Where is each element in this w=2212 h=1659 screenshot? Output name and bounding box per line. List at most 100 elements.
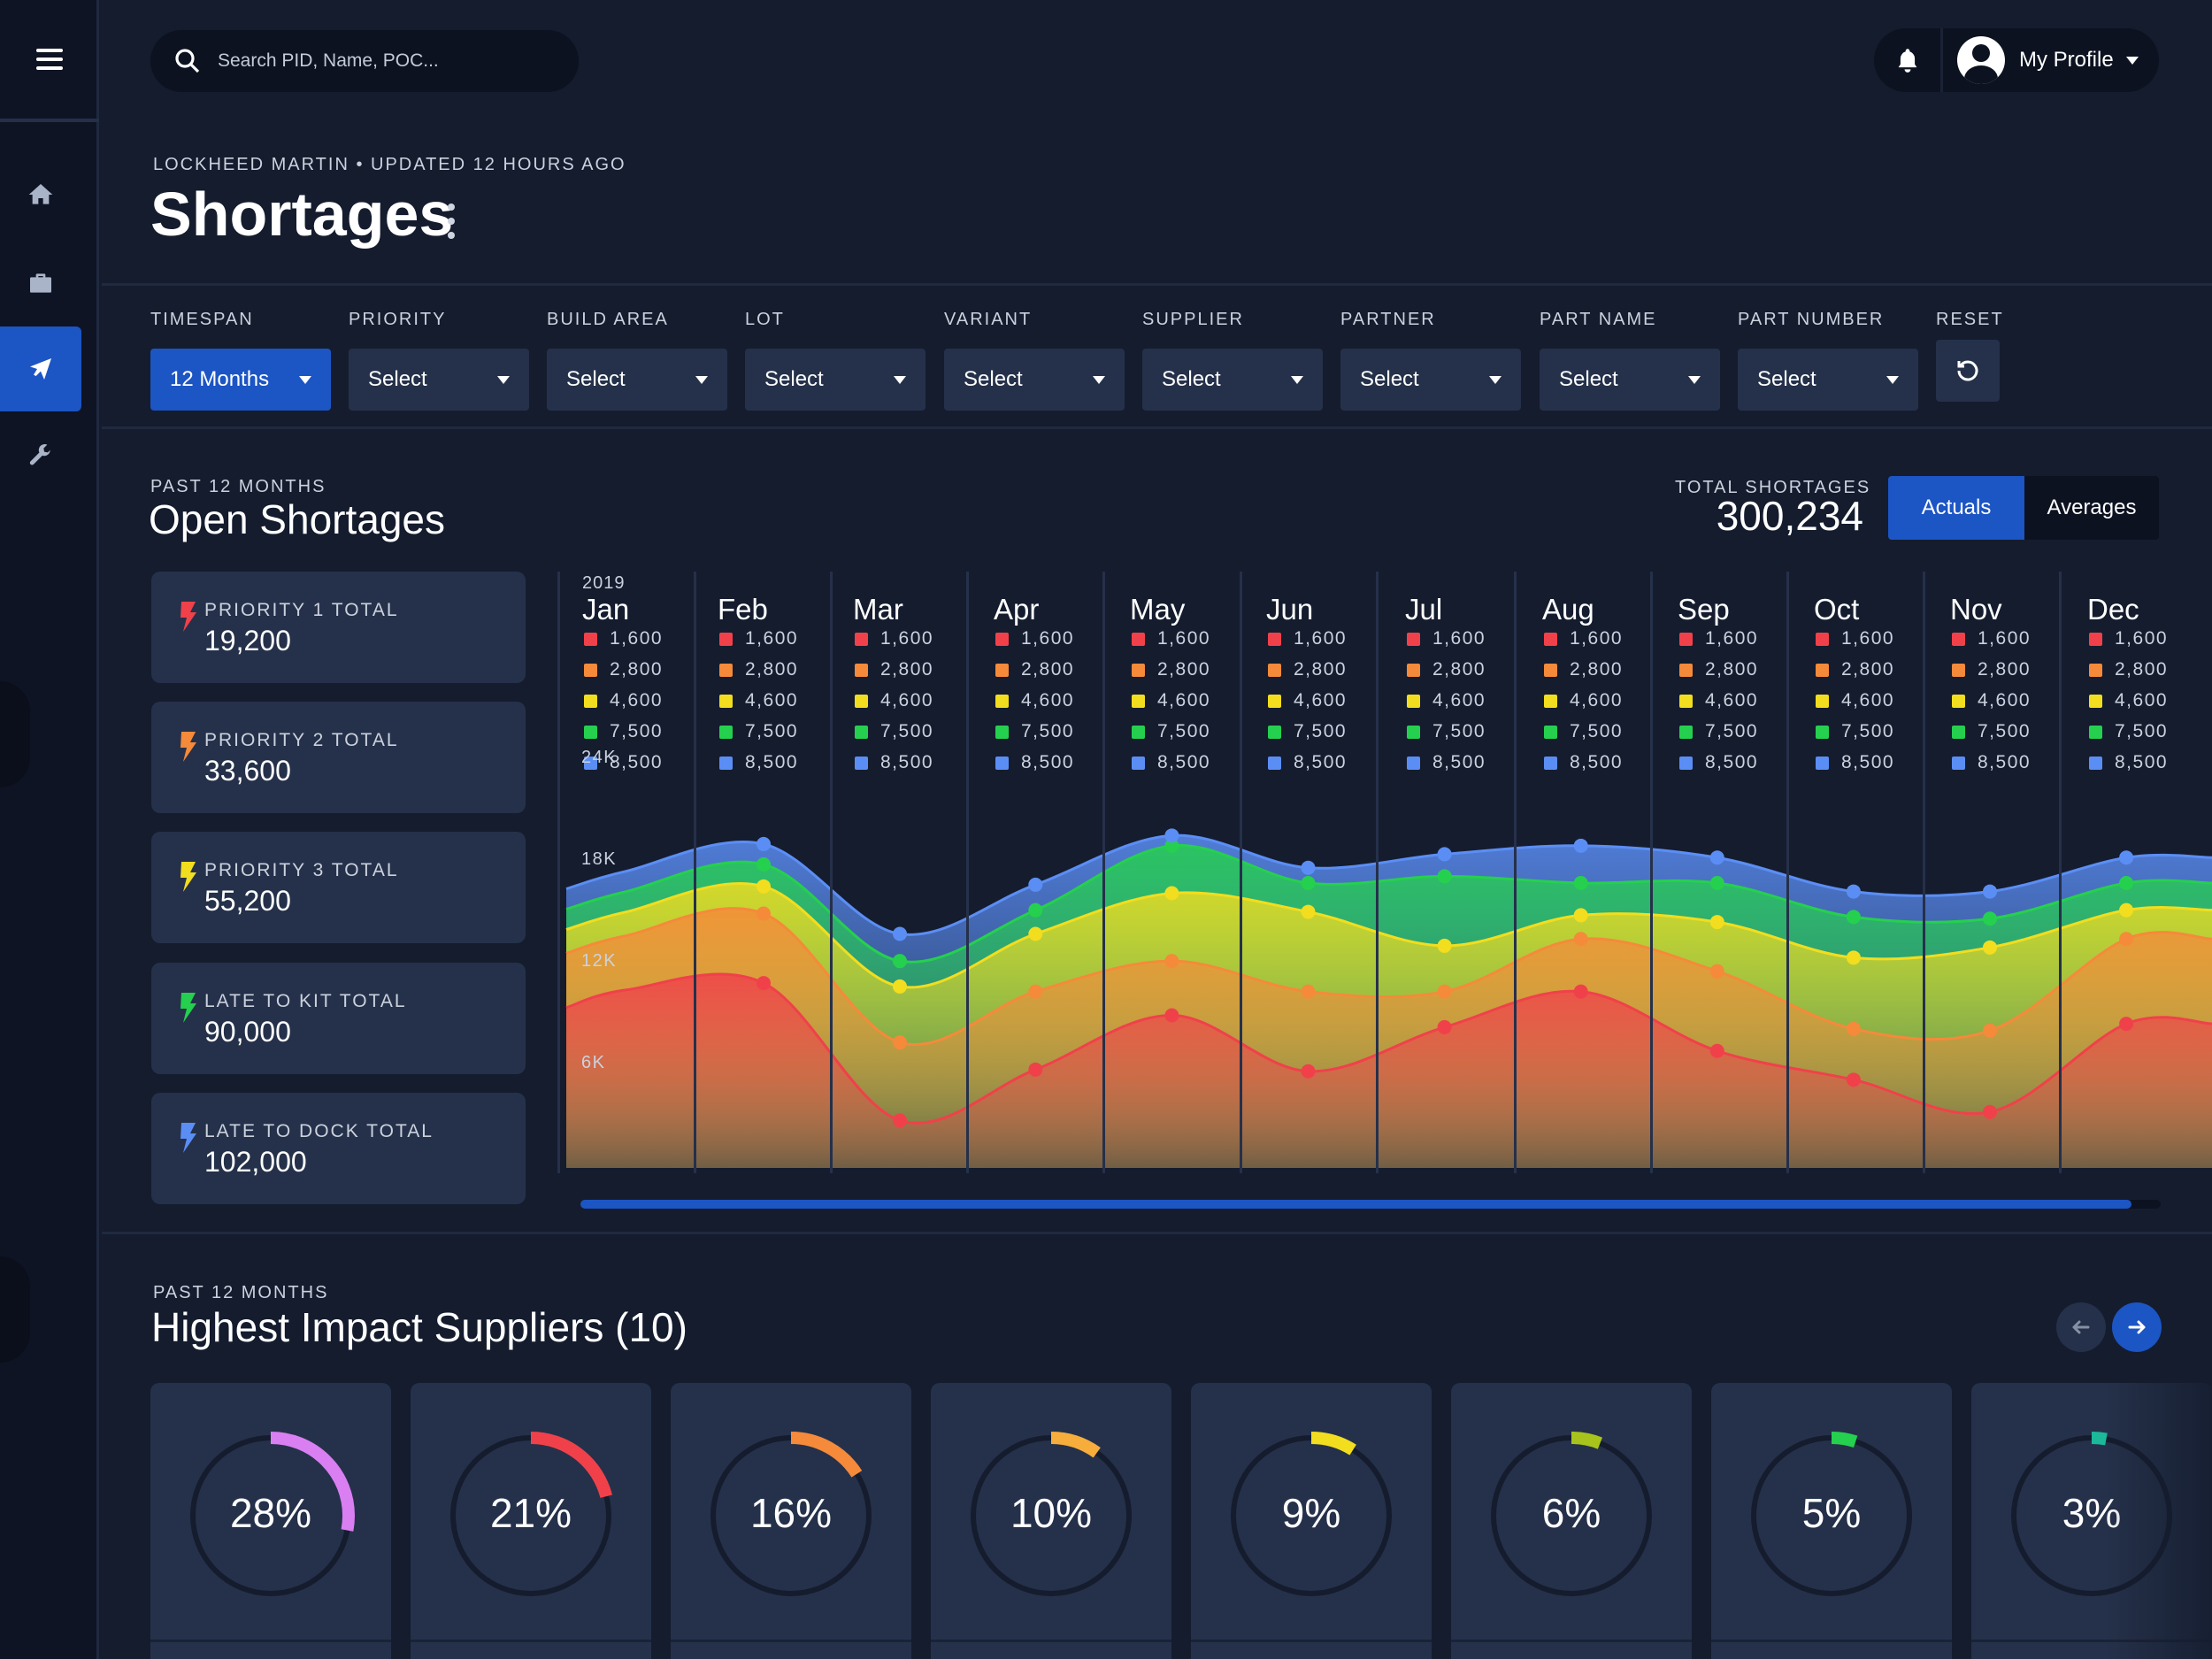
kpi-card[interactable]: PRIORITY 2 TOTAL 33,600	[151, 702, 526, 813]
data-point[interactable]	[1983, 884, 1997, 899]
month-breakdown-row: 1,600	[1816, 628, 1894, 649]
data-point[interactable]	[1301, 860, 1316, 875]
data-point[interactable]	[1709, 876, 1724, 890]
supplier-card[interactable]: 28%	[150, 1383, 391, 1659]
data-point[interactable]	[2119, 932, 2134, 947]
averages-button[interactable]: Averages	[2024, 476, 2159, 540]
data-point[interactable]	[1301, 904, 1316, 919]
filter-dropdown[interactable]: 12 Months	[150, 349, 331, 411]
nav-home[interactable]	[0, 152, 81, 237]
kpi-card[interactable]: PRIORITY 3 TOTAL 55,200	[151, 832, 526, 943]
data-point[interactable]	[757, 906, 771, 921]
supplier-card[interactable]: 9%	[1191, 1383, 1432, 1659]
filter-dropdown[interactable]: Select	[745, 349, 926, 411]
filter-dropdown[interactable]: Select	[1340, 349, 1521, 411]
previous-button[interactable]	[2056, 1302, 2106, 1352]
data-point[interactable]	[1437, 938, 1452, 953]
notifications-button[interactable]	[1874, 28, 1943, 92]
data-point[interactable]	[1301, 876, 1316, 890]
data-point[interactable]	[757, 836, 771, 851]
filter-value: Select	[1162, 367, 1221, 391]
data-point[interactable]	[893, 954, 907, 969]
nav-jet[interactable]	[0, 326, 81, 411]
data-point[interactable]	[1164, 1008, 1179, 1023]
data-point[interactable]	[1846, 1021, 1861, 1036]
reset-button[interactable]	[1936, 340, 2000, 402]
data-point[interactable]	[2119, 850, 2134, 865]
supplier-card[interactable]: 16%	[671, 1383, 911, 1659]
data-point[interactable]	[1846, 950, 1861, 965]
data-point[interactable]	[1301, 984, 1316, 999]
data-point[interactable]	[1573, 984, 1588, 999]
data-point[interactable]	[1709, 1043, 1724, 1058]
profile-menu[interactable]: My Profile	[1947, 28, 2159, 92]
data-point[interactable]	[1437, 847, 1452, 862]
data-point[interactable]	[1846, 884, 1861, 899]
breakdown-value: 4,600	[1157, 690, 1211, 710]
data-point[interactable]	[2119, 1017, 2134, 1032]
kpi-card[interactable]: PRIORITY 1 TOTAL 19,200	[151, 572, 526, 683]
data-point[interactable]	[1983, 911, 1997, 926]
data-point[interactable]	[893, 1113, 907, 1128]
data-point[interactable]	[1846, 1072, 1861, 1087]
data-point[interactable]	[1437, 869, 1452, 884]
filter-dropdown[interactable]: Select	[1738, 349, 1918, 411]
data-point[interactable]	[893, 926, 907, 941]
data-point[interactable]	[1028, 926, 1043, 941]
supplier-card[interactable]: 6%	[1451, 1383, 1692, 1659]
data-point[interactable]	[2119, 902, 2134, 918]
menu-button[interactable]	[0, 0, 99, 122]
filter-dropdown[interactable]: Select	[1540, 349, 1720, 411]
supplier-card[interactable]: 10%	[931, 1383, 1171, 1659]
chart-scroll-thumb[interactable]	[580, 1200, 2131, 1209]
nav-tools[interactable]	[0, 414, 81, 499]
kpi-card[interactable]: LATE TO DOCK TOTAL 102,000	[151, 1093, 526, 1204]
supplier-card[interactable]: 3%	[1971, 1383, 2212, 1659]
data-point[interactable]	[1301, 1064, 1316, 1079]
supplier-card[interactable]: 5%	[1711, 1383, 1952, 1659]
data-point[interactable]	[757, 856, 771, 872]
data-point[interactable]	[893, 1035, 907, 1050]
filter-dropdown[interactable]: Select	[349, 349, 529, 411]
data-point[interactable]	[757, 976, 771, 991]
data-point[interactable]	[1164, 828, 1179, 843]
reset-label: RESET	[1936, 310, 2004, 329]
data-point[interactable]	[1164, 838, 1179, 853]
data-point[interactable]	[757, 879, 771, 894]
data-point[interactable]	[1983, 1104, 1997, 1119]
data-point[interactable]	[1846, 910, 1861, 925]
data-point[interactable]	[1709, 850, 1724, 865]
search-input[interactable]	[218, 50, 554, 72]
filter-dropdown[interactable]: Select	[1142, 349, 1323, 411]
data-point[interactable]	[1028, 902, 1043, 918]
data-point[interactable]	[1164, 886, 1179, 901]
data-point[interactable]	[1573, 932, 1588, 947]
data-point[interactable]	[1437, 1019, 1452, 1034]
data-point[interactable]	[1573, 908, 1588, 923]
data-point[interactable]	[1028, 1062, 1043, 1077]
more-options-icon[interactable]	[446, 204, 457, 239]
data-point[interactable]	[1983, 1023, 1997, 1038]
data-point[interactable]	[2119, 876, 2134, 890]
kpi-card[interactable]: LATE TO KIT TOTAL 90,000	[151, 963, 526, 1074]
data-point[interactable]	[1028, 877, 1043, 892]
chart-scrollbar[interactable]	[580, 1200, 2161, 1209]
nav-briefcase[interactable]	[0, 241, 81, 326]
data-point[interactable]	[1709, 964, 1724, 979]
data-point[interactable]	[1164, 954, 1179, 969]
edge-handle[interactable]	[0, 1256, 30, 1363]
data-point[interactable]	[1983, 940, 1997, 955]
supplier-card[interactable]: 21%	[411, 1383, 651, 1659]
actuals-button[interactable]: Actuals	[1888, 476, 2024, 540]
filter-dropdown[interactable]: Select	[944, 349, 1125, 411]
filter-dropdown[interactable]: Select	[547, 349, 727, 411]
data-point[interactable]	[1573, 876, 1588, 890]
data-point[interactable]	[1709, 915, 1724, 930]
edge-handle[interactable]	[0, 681, 30, 787]
data-point[interactable]	[1028, 984, 1043, 999]
data-point[interactable]	[1573, 838, 1588, 853]
data-point[interactable]	[893, 979, 907, 994]
data-point[interactable]	[1437, 984, 1452, 999]
next-button[interactable]	[2112, 1302, 2162, 1352]
search-bar[interactable]	[150, 30, 579, 92]
